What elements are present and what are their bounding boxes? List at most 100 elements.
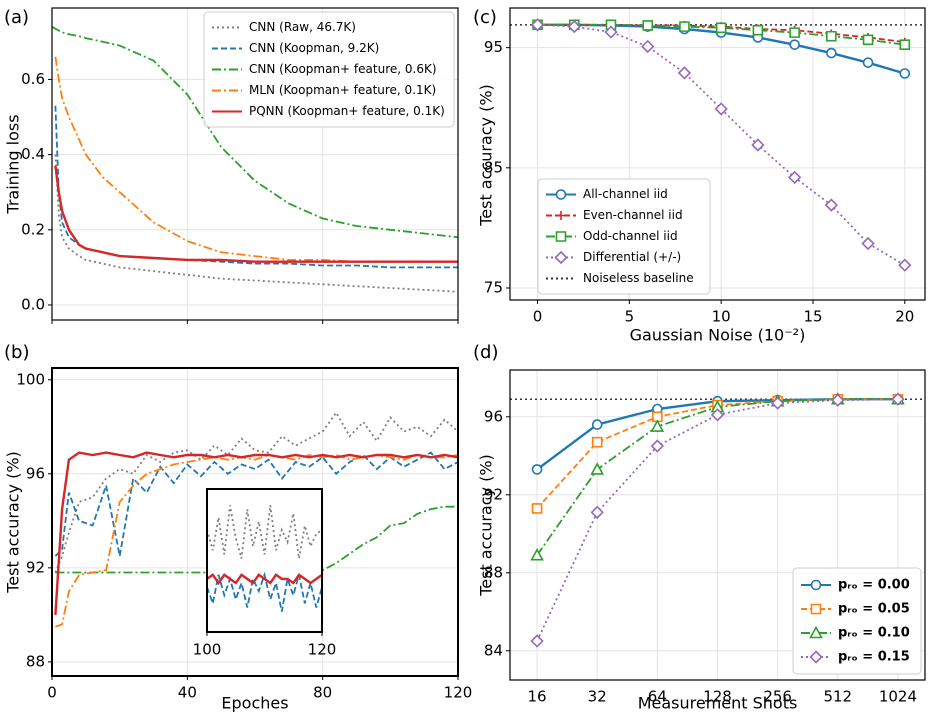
panel-label: (b): [4, 342, 29, 363]
axes-frame: [509, 369, 926, 681]
marker: [752, 24, 764, 36]
y-tick-label: 84: [484, 641, 503, 659]
panel: 0.0 0.2 0.4 0.6 (a) Training loss CNN (Raw, 46…: [4, 7, 459, 324]
marker: [605, 19, 617, 31]
legend-label: CNN (Koopman+ feature, 0.6K): [249, 62, 437, 76]
legend-label: Noiseless baseline: [583, 271, 694, 285]
marker: [567, 19, 581, 34]
y-tick-label: 0.4: [21, 145, 45, 163]
y-tick-label: 88: [26, 652, 45, 670]
inset-frame: [206, 488, 323, 633]
marker: [641, 39, 655, 54]
marker: [891, 392, 905, 406]
x-tick-label: 0: [47, 684, 57, 702]
marker: [898, 258, 912, 272]
y-axis-label: Training loss: [4, 114, 23, 214]
x-tick-label: 20: [895, 308, 914, 326]
legend-label: PQNN (Koopman+ feature, 0.1K): [249, 104, 445, 118]
legend-label: pᵣₒ = 0.00: [838, 578, 910, 593]
x-tick-label: 10: [712, 308, 731, 326]
x-axis-label: Measurement Shots: [638, 694, 798, 713]
marker: [714, 102, 728, 116]
legend-label: pᵣₒ = 0.15: [838, 650, 910, 665]
series-line: [54, 165, 458, 263]
legend-label: MLN (Koopman+ feature, 0.1K): [249, 83, 436, 97]
legend-box: [537, 178, 711, 295]
series-line: [206, 573, 323, 586]
marker: [650, 439, 664, 453]
marker: [899, 68, 911, 79]
legend-label: pᵣₒ = 0.05: [838, 602, 910, 617]
marker: [677, 66, 692, 80]
marker: [604, 25, 618, 39]
y-tick-label: 92: [484, 485, 503, 503]
y-tick-label: 92: [26, 558, 45, 576]
y-tick-label: 96: [484, 407, 503, 425]
marker: [531, 503, 543, 514]
marker: [826, 30, 837, 42]
marker: [650, 419, 665, 432]
y-tick-label: 85: [484, 158, 503, 176]
legend-marker: [809, 625, 823, 639]
panel-label: (c): [473, 7, 497, 28]
marker: [591, 436, 603, 448]
y-tick-label: 75: [484, 278, 503, 296]
y-tick-label: 96: [26, 464, 45, 482]
y-tick-label: 0.6: [21, 70, 45, 88]
y-axis-label: Test accuracy (%): [4, 451, 23, 594]
panel: 88 92 96 100 0 40 80 120 100 120 (b) Test accuracy …: [4, 342, 473, 713]
x-tick-label: 80: [313, 684, 332, 702]
series-line: [54, 451, 459, 557]
marker: [751, 138, 765, 152]
marker: [826, 47, 837, 59]
marker: [530, 634, 544, 648]
marker: [824, 198, 838, 212]
x-tick-label: 256: [763, 688, 792, 706]
y-tick-label: 88: [484, 563, 503, 581]
y-tick-label: 95: [484, 38, 503, 56]
legend-label: CNN (Raw, 46.7K): [249, 20, 356, 34]
y-tick-label: 0.2: [21, 220, 45, 238]
panel-label: (a): [4, 7, 29, 28]
marker: [715, 22, 727, 34]
marker: [530, 548, 544, 561]
legend-label: All-channel iid: [583, 187, 668, 201]
y-axis-label: Test accuracy (%): [477, 84, 496, 227]
marker: [771, 396, 785, 410]
marker: [789, 39, 800, 50]
panel-label: (d): [473, 342, 498, 363]
series-line: [54, 451, 459, 615]
series-line: [206, 571, 323, 612]
x-tick-label: 15: [803, 308, 822, 326]
x-tick-label: 5: [625, 308, 635, 326]
marker: [899, 39, 911, 50]
marker: [862, 34, 874, 46]
legend-marker: [810, 603, 822, 615]
legend-marker: [809, 650, 823, 664]
marker: [787, 170, 802, 185]
x-tick-label: 120: [444, 684, 473, 702]
y-tick-label: 100: [16, 370, 45, 388]
inset-area: [207, 489, 322, 632]
legend-marker: [555, 231, 567, 242]
legend-marker: [810, 579, 822, 591]
panel: 75 85 95 0 5 10 15 20 (c) Test accuracy (%) Gaussi…: [473, 7, 926, 345]
legend-label: Odd-channel iid: [583, 229, 678, 243]
series-line: [54, 411, 459, 573]
marker: [831, 393, 845, 407]
marker: [530, 18, 545, 32]
marker: [652, 411, 663, 423]
marker: [590, 462, 605, 475]
legend-marker: [554, 250, 568, 265]
x-tick-label: 1024: [879, 688, 917, 706]
marker: [531, 464, 543, 475]
axes-frame: [51, 367, 459, 677]
marker: [861, 236, 875, 251]
legend-label: CNN (Koopman, 9.2K): [249, 41, 379, 55]
marker: [710, 408, 725, 422]
inset-tick-label: 100: [193, 641, 222, 659]
legend-label: Even-channel iid: [583, 208, 683, 222]
y-axis-label: Test accuracy (%): [477, 454, 496, 597]
marker: [789, 27, 800, 38]
